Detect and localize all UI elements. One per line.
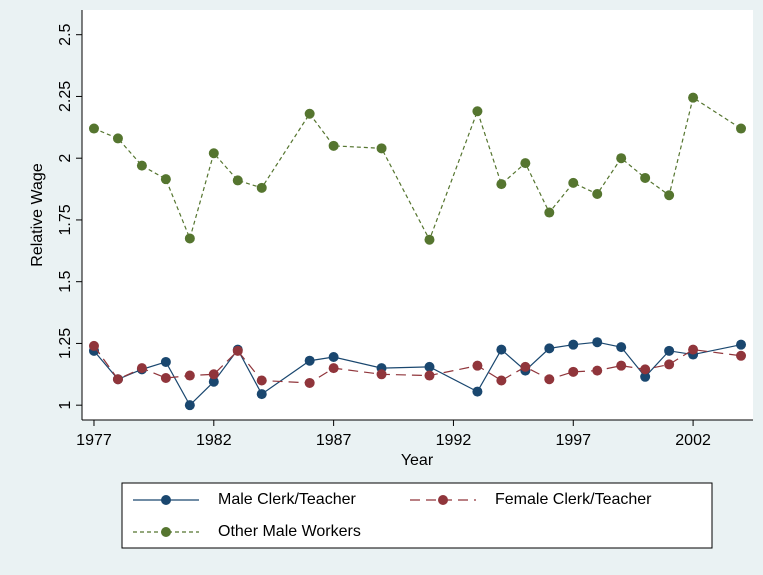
point (568, 366, 579, 377)
x-tick-label: 2002 (675, 432, 711, 449)
point (568, 177, 579, 188)
x-tick-label: 1992 (436, 432, 472, 449)
point (616, 342, 627, 353)
legend-marker (161, 527, 171, 537)
legend-label: Female Clerk/Teacher (495, 491, 652, 508)
point (208, 376, 219, 387)
point (424, 370, 435, 381)
y-tick-label: 1 (57, 401, 74, 410)
point (640, 371, 651, 382)
x-axis-label: Year (401, 452, 434, 469)
point (376, 143, 387, 154)
point (424, 234, 435, 245)
point (184, 400, 195, 411)
y-tick-label: 1.25 (57, 328, 74, 359)
point (208, 369, 219, 380)
point (664, 190, 675, 201)
y-tick-label: 1.5 (57, 270, 74, 292)
point (304, 355, 315, 366)
point (160, 356, 171, 367)
legend-marker (161, 495, 171, 505)
point (256, 389, 267, 400)
point (544, 374, 555, 385)
point (520, 361, 531, 372)
point (616, 153, 627, 164)
point (256, 375, 267, 386)
point (304, 377, 315, 388)
point (496, 179, 507, 190)
point (328, 352, 339, 363)
point (136, 363, 147, 374)
point (472, 106, 483, 117)
point (304, 108, 315, 119)
point (544, 343, 555, 354)
point (568, 339, 579, 350)
point (232, 345, 243, 356)
point (328, 363, 339, 374)
point (376, 369, 387, 380)
y-tick-label: 1.75 (57, 204, 74, 235)
point (256, 182, 267, 193)
x-tick-label: 1982 (196, 432, 232, 449)
point (664, 359, 675, 370)
point (736, 350, 747, 361)
point (496, 375, 507, 386)
point (688, 344, 699, 355)
point (232, 175, 243, 186)
point (592, 337, 603, 348)
point (184, 233, 195, 244)
legend-marker (438, 495, 448, 505)
point (736, 339, 747, 350)
point (496, 344, 507, 355)
point (592, 189, 603, 200)
point (616, 360, 627, 371)
legend-label: Male Clerk/Teacher (218, 491, 357, 508)
x-tick-label: 1977 (76, 432, 112, 449)
point (160, 373, 171, 384)
point (592, 365, 603, 376)
x-tick-label: 1997 (555, 432, 591, 449)
point (544, 207, 555, 218)
point (520, 158, 531, 169)
legend (121, 482, 713, 549)
point (88, 123, 99, 134)
point (640, 364, 651, 375)
y-tick-label: 2 (57, 154, 74, 163)
point (424, 361, 435, 372)
point (112, 133, 123, 144)
plot-area (82, 10, 753, 420)
point (88, 340, 99, 351)
point (328, 140, 339, 151)
y-tick-label: 2.25 (57, 81, 74, 112)
point (112, 374, 123, 385)
point (136, 160, 147, 171)
point (472, 386, 483, 397)
point (640, 172, 651, 183)
point (472, 360, 483, 371)
point (160, 174, 171, 185)
point (208, 148, 219, 159)
y-axis-label: Relative Wage (29, 163, 46, 267)
x-tick-label: 1987 (316, 432, 352, 449)
point (736, 123, 747, 134)
point (184, 370, 195, 381)
point (688, 92, 699, 103)
legend-label: Other Male Workers (218, 523, 361, 540)
point (664, 345, 675, 356)
y-tick-label: 2.5 (57, 23, 74, 45)
